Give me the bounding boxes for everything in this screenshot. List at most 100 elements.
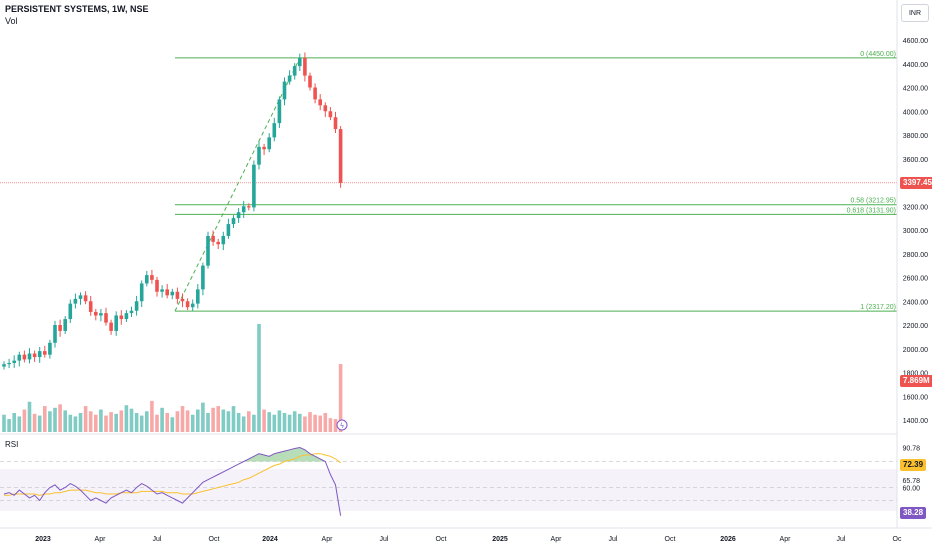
candle-body — [114, 315, 118, 331]
candle-body — [185, 301, 190, 308]
volume-bar — [48, 411, 52, 432]
candle-body — [287, 75, 292, 82]
x-tick-label: Jul — [380, 536, 389, 543]
last-price-tag: 3397.45 — [900, 177, 932, 189]
volume-bar — [124, 405, 129, 432]
candle-body — [68, 303, 73, 320]
volume-bar — [211, 407, 215, 432]
rsi-line — [3, 446, 342, 516]
volume-bar — [190, 414, 195, 432]
fib-level-label: 1 (2317.20) — [860, 304, 896, 311]
candle-body — [53, 325, 57, 343]
x-tick-label: Oc — [893, 536, 902, 543]
candle-body — [155, 279, 159, 292]
volume-bar — [83, 406, 88, 432]
x-tick-label: Jul — [837, 536, 846, 543]
fib-level-label: 0.618 (3131.90) — [847, 207, 896, 214]
volume-bar — [53, 407, 57, 432]
candle-body — [211, 235, 215, 242]
volume-bar — [94, 414, 98, 432]
candle-body — [78, 295, 83, 299]
volume-bar — [32, 413, 37, 432]
volume-bar — [43, 406, 47, 432]
candle-body — [333, 117, 338, 130]
rsi-ma-line — [4, 453, 341, 496]
volume-bar — [160, 407, 164, 432]
volume-bar — [241, 416, 246, 432]
volume-bar — [277, 410, 282, 432]
candle-body — [328, 111, 333, 118]
volume-bar — [185, 410, 190, 432]
volume-bar — [236, 412, 241, 432]
y-tick-label: 1800.00 — [903, 371, 928, 378]
volume-bar — [328, 418, 333, 432]
candle-body — [338, 129, 343, 183]
currency-button[interactable]: INR — [901, 4, 929, 22]
x-tick-label: 2026 — [720, 536, 736, 543]
candle-body — [32, 353, 37, 358]
x-tick-label: Jul — [153, 536, 162, 543]
candle-body — [124, 313, 129, 320]
x-tick-label: Jul — [609, 536, 618, 543]
candle-body — [88, 301, 93, 312]
rsi-label: RSI — [5, 440, 19, 449]
candle-body — [313, 87, 317, 100]
y-tick-label: 3600.00 — [903, 157, 928, 164]
candle-body — [298, 57, 302, 67]
symbol-title[interactable]: PERSISTENT SYSTEMS, 1W, NSE — [5, 4, 149, 14]
volume-bar — [165, 412, 169, 432]
candle-body — [257, 146, 261, 165]
candle-body — [73, 298, 78, 304]
volume-bar — [201, 402, 205, 432]
volume-bar — [313, 414, 317, 432]
y-tick-label: 2000.00 — [903, 347, 928, 354]
lightning-icon[interactable] — [336, 419, 348, 431]
candle-body — [267, 137, 271, 150]
candle-body — [27, 353, 32, 360]
candle-body — [180, 298, 185, 302]
volume-bar — [303, 416, 307, 432]
y-tick-label: 4200.00 — [903, 86, 928, 93]
x-tick-label: Oct — [209, 536, 220, 543]
volume-bar — [2, 414, 6, 432]
candle-body — [43, 351, 47, 355]
volume-bar — [170, 417, 175, 432]
rsi-tick-label: 65.78 — [902, 478, 920, 485]
volume-bar — [272, 414, 277, 432]
volume-bar — [22, 409, 27, 432]
candle-body — [150, 275, 154, 280]
y-tick-label: 2600.00 — [903, 276, 928, 283]
candle-body — [272, 123, 277, 138]
volume-bar — [139, 415, 144, 432]
candle-body — [247, 206, 251, 208]
candle-body — [231, 218, 236, 225]
candle-body — [12, 360, 16, 363]
rsi-tick-label: 60.00 — [902, 486, 920, 493]
y-tick-label: 4000.00 — [903, 109, 928, 116]
rsi-current-tag: 38.28 — [900, 507, 927, 519]
candle-body — [303, 57, 307, 76]
candle-body — [292, 66, 297, 76]
volume-tag: 7.869M — [900, 375, 932, 387]
volume-bar — [104, 415, 108, 432]
volume-bar — [63, 410, 67, 432]
candle-body — [58, 325, 62, 331]
y-tick-label: 3800.00 — [903, 133, 928, 140]
candle-body — [109, 322, 113, 331]
volume-bar — [338, 364, 343, 432]
candle-body — [139, 283, 144, 302]
volume-bar — [68, 414, 73, 432]
candle-body — [94, 311, 98, 316]
volume-bar — [109, 412, 113, 432]
x-tick-label: Oct — [665, 536, 676, 543]
volume-bar — [221, 409, 226, 432]
candle-body — [37, 351, 42, 358]
volume-bar — [282, 412, 287, 432]
volume-bar — [150, 400, 154, 432]
volume-bar — [323, 412, 328, 432]
y-tick-label: 3200.00 — [903, 204, 928, 211]
volume-bar — [7, 419, 11, 432]
candle-body — [221, 235, 226, 245]
candle-body — [160, 289, 164, 292]
